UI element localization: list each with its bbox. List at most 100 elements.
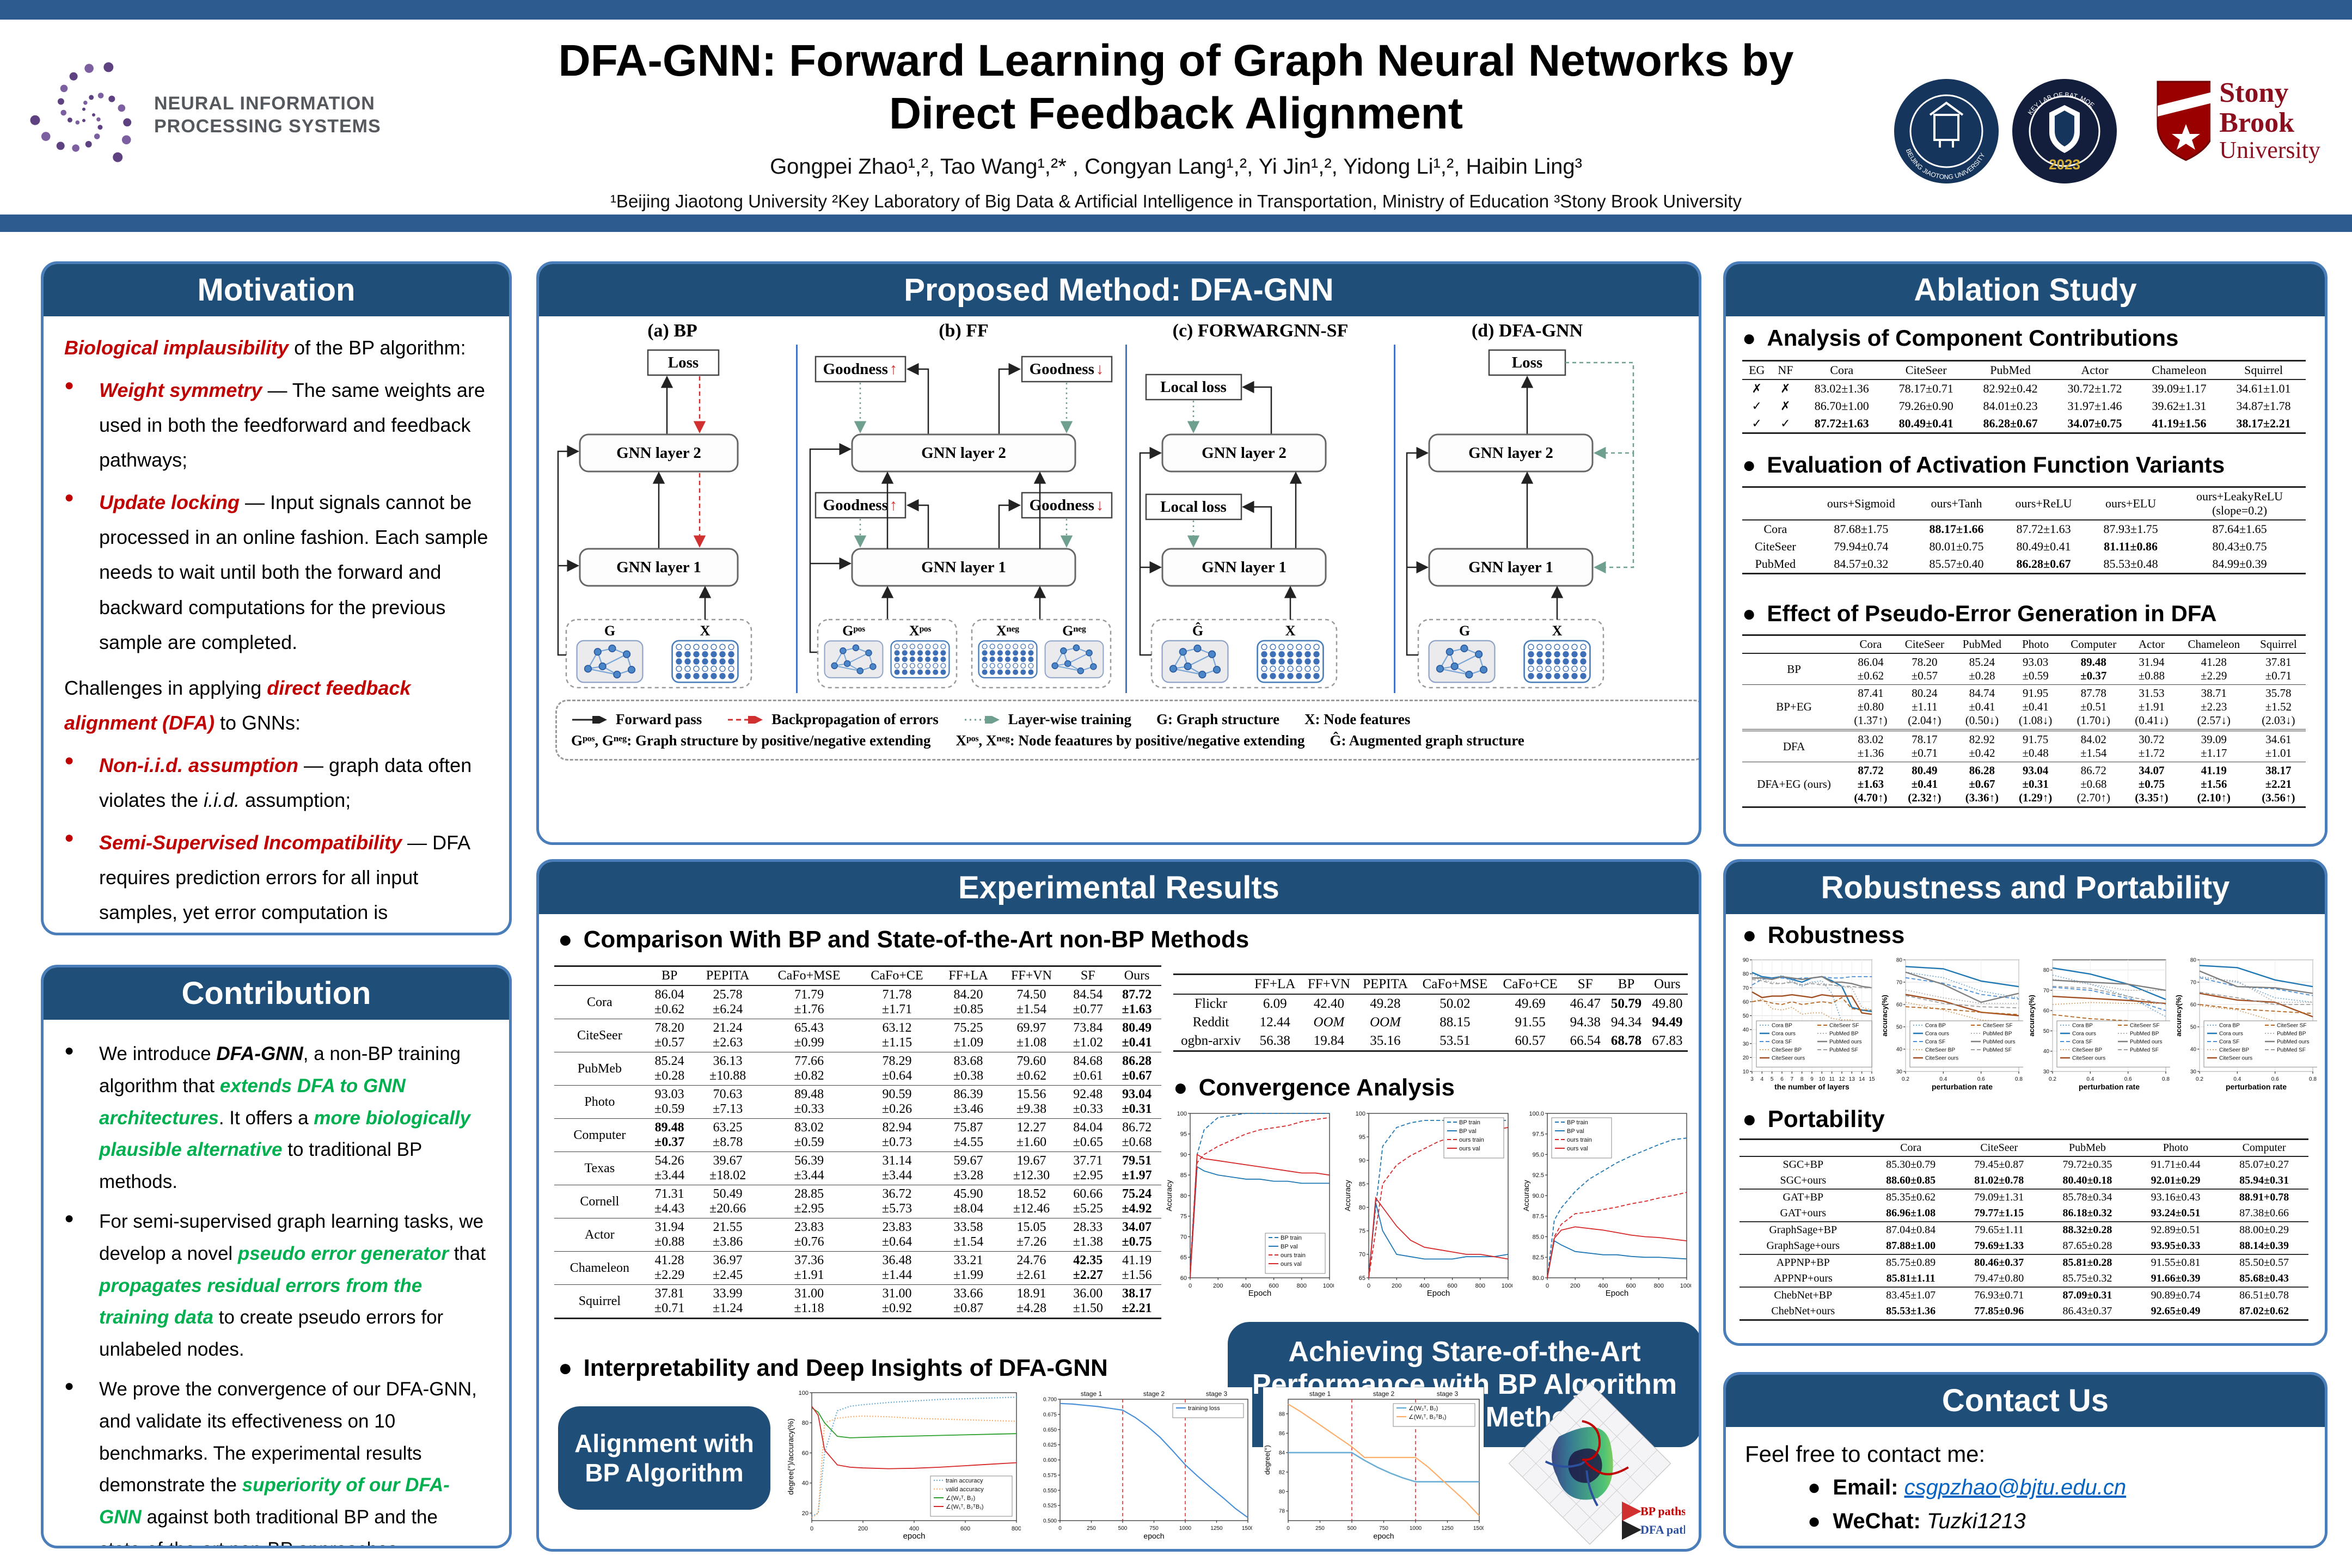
svg-text:PubMed SF: PubMed SF: [1829, 1048, 1858, 1054]
svg-text:0.4: 0.4: [1939, 1076, 1947, 1082]
legend-gposneg: Gᵖᵒˢ, Gⁿᵉᵍ: Graph structure by positive/…: [571, 732, 931, 749]
svg-text:CiteSeer ours: CiteSeer ours: [2072, 1056, 2105, 1062]
features-input-label: X: [1285, 623, 1296, 639]
neurips-wordmark: NEURAL INFORMATION PROCESSING SYSTEMS: [154, 92, 381, 138]
xpos-label: Xᵖᵒˢ: [909, 623, 932, 639]
comparison-heading: Comparison With BP and State-of-the-Art …: [583, 926, 1250, 953]
up-arrow-icon: ↑: [890, 497, 898, 514]
svg-text:800: 800: [1297, 1283, 1307, 1289]
svg-text:PubMed ours: PubMed ours: [1829, 1039, 1861, 1045]
bullet-icon: ●: [1742, 452, 1756, 477]
svg-text:60: 60: [2190, 1002, 2197, 1008]
svg-text:40: 40: [1896, 1047, 1903, 1053]
email-label: Email:: [1833, 1475, 1898, 1499]
svg-text:4: 4: [1761, 1076, 1764, 1082]
loss-box: Loss: [668, 354, 699, 371]
svg-text:800: 800: [1012, 1526, 1021, 1532]
svg-text:∠(W₂ᵀ, B₂): ∠(W₂ᵀ, B₂): [1408, 1405, 1438, 1412]
svg-text:Cora ours: Cora ours: [1772, 1031, 1796, 1037]
svg-text:perturbation rate: perturbation rate: [1932, 1082, 1993, 1091]
svg-text:3: 3: [1750, 1076, 1754, 1082]
svg-text:0.525: 0.525: [1043, 1503, 1057, 1509]
ablation-header: Ablation Study: [1726, 264, 2325, 316]
svg-text:65: 65: [1359, 1275, 1365, 1282]
svg-text:95: 95: [1180, 1131, 1187, 1138]
svg-text:100: 100: [799, 1390, 808, 1396]
gpos-label: Gᵖᵒˢ: [842, 623, 865, 639]
svg-text:Epoch: Epoch: [1606, 1289, 1629, 1298]
svg-text:epoch: epoch: [1373, 1532, 1394, 1540]
svg-text:epoch: epoch: [903, 1532, 926, 1541]
svg-text:0.2: 0.2: [1902, 1076, 1909, 1082]
svg-text:75: 75: [1180, 1214, 1187, 1220]
bullet-icon: ●: [64, 488, 75, 507]
bullet-icon: ●: [1742, 922, 1757, 948]
panel-c-sf-diagram: Local loss GNN layer 2 Local loss GNN la…: [1139, 373, 1338, 689]
svg-text:0.8: 0.8: [2309, 1076, 2317, 1082]
svg-text:80: 80: [1279, 1489, 1285, 1495]
svg-text:PubMed BP: PubMed BP: [1829, 1031, 1859, 1037]
email-link[interactable]: csgpzhao@bjtu.edu.cn: [1904, 1475, 2127, 1499]
motivation-header: Motivation: [44, 264, 509, 316]
gneg-label: Gⁿᵉᵍ: [1062, 623, 1086, 639]
svg-text:20: 20: [802, 1510, 808, 1517]
svg-text:86: 86: [1279, 1431, 1285, 1437]
panel-a-title: (a) BP: [647, 321, 697, 341]
panel-d-title: (d) DFA-GNN: [1471, 321, 1583, 341]
svg-text:82.5: 82.5: [1533, 1254, 1544, 1261]
svg-text:Epoch: Epoch: [1248, 1289, 1272, 1298]
convergence-chart-2: 6570758085909510002004006008001000EpochA…: [1343, 1108, 1515, 1300]
panel-d-dfa-diagram: Loss GNN layer 2 GNN layer 1 G X: [1406, 349, 1634, 689]
stonybrook-line2: University: [2219, 137, 2321, 164]
svg-text:750: 750: [1379, 1526, 1388, 1532]
svg-text:0.4: 0.4: [2233, 1076, 2241, 1082]
svg-text:40: 40: [802, 1480, 808, 1487]
method-header: Proposed Method: DFA-GNN: [539, 264, 1699, 316]
svg-text:accuracy(%): accuracy(%): [2175, 995, 2183, 1037]
neurips-line1: NEURAL INFORMATION: [154, 93, 375, 114]
svg-text:80: 80: [1896, 958, 1903, 964]
svg-text:PubMed BP: PubMed BP: [2130, 1031, 2159, 1037]
svg-text:500: 500: [1347, 1526, 1357, 1532]
contribution-bullet-3: We prove the convergence of our DFA-GNN,…: [99, 1378, 477, 1546]
svg-text:84: 84: [1279, 1450, 1285, 1456]
stonybrook-shield-icon: [2157, 81, 2211, 161]
svg-text:Cora SF: Cora SF: [1772, 1039, 1792, 1045]
svg-text:90.0: 90.0: [1533, 1193, 1544, 1199]
contribution-header: Contribution: [44, 967, 509, 1020]
motivation-bullet-semisupervised: Semi-Supervised Incompatibility — DFA re…: [99, 831, 470, 924]
svg-text:13: 13: [1849, 1076, 1855, 1082]
panel-c-title: (c) FORWARGNN-SF: [1172, 321, 1349, 341]
svg-text:0: 0: [1189, 1283, 1192, 1289]
svg-text:250: 250: [1087, 1526, 1096, 1532]
svg-text:30: 30: [2043, 1069, 2050, 1075]
stonybrook-line1: Stony Brook: [2219, 77, 2294, 138]
svg-text:50: 50: [1896, 1025, 1903, 1031]
bjtu-emblem-icon: BEIJING JIAOTONG UNIVERSITY: [1894, 79, 1999, 183]
svg-text:ours val: ours val: [1567, 1146, 1588, 1152]
svg-text:50: 50: [1743, 1013, 1749, 1019]
svg-text:0.675: 0.675: [1043, 1412, 1057, 1418]
svg-text:250: 250: [1315, 1526, 1325, 1532]
svg-text:400: 400: [1419, 1283, 1429, 1289]
svg-text:CiteSeer ours: CiteSeer ours: [1925, 1056, 1958, 1062]
svg-text:40: 40: [2043, 1049, 2050, 1055]
svg-text:PubMed BP: PubMed BP: [2277, 1031, 2306, 1037]
svg-text:0.8: 0.8: [2162, 1076, 2170, 1082]
svg-text:ours train: ours train: [1567, 1137, 1592, 1143]
svg-text:15: 15: [1869, 1076, 1875, 1082]
svg-text:1000: 1000: [1680, 1283, 1691, 1289]
svg-text:perturbation rate: perturbation rate: [2079, 1082, 2140, 1091]
svg-text:70: 70: [2190, 980, 2197, 986]
loss-box: Loss: [1512, 354, 1542, 371]
gnn-layer1-box: GNN layer 1: [921, 559, 1006, 576]
svg-text:60: 60: [2043, 1008, 2050, 1014]
gnn-layer2-box: GNN layer 2: [616, 444, 701, 462]
page-title-line1: DFA-GNN: Forward Learning of Graph Neura…: [558, 36, 1794, 85]
contribution-bullet-1: We introduce DFA-GNN, a non-BP training …: [99, 1043, 471, 1193]
svg-text:70: 70: [1180, 1234, 1187, 1240]
svg-text:CiteSeer BP: CiteSeer BP: [1772, 1048, 1802, 1054]
svg-text:8: 8: [1800, 1076, 1804, 1082]
diagram-legend: Forward pass Backpropagation of errors L…: [555, 700, 1699, 761]
stonybrook-wordmark: Stony Brook University: [2219, 78, 2352, 163]
